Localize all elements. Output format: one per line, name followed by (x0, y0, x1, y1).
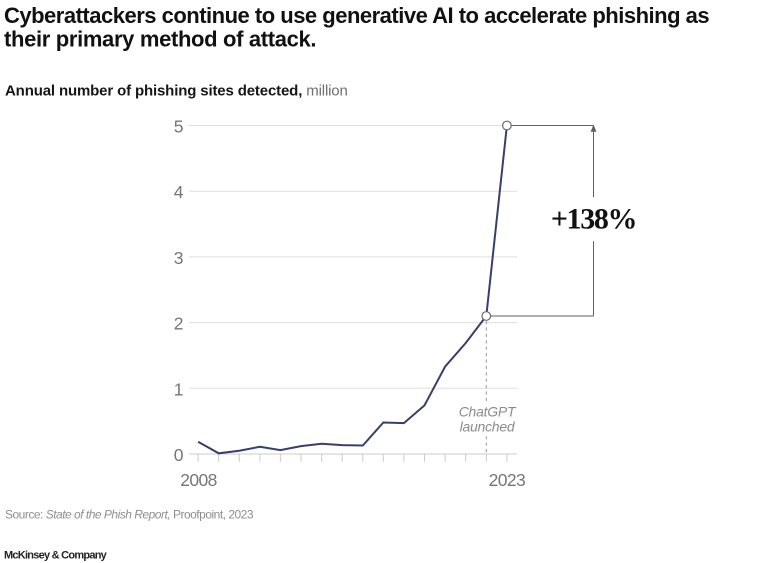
svg-text:3: 3 (174, 248, 184, 268)
svg-text:2: 2 (174, 314, 184, 334)
svg-text:2008: 2008 (180, 470, 217, 490)
svg-text:Annual number of phishing site: Annual number of phishing sites detected… (5, 82, 348, 99)
svg-text:their primary method of attack: their primary method of attack. (4, 27, 316, 52)
svg-text:4: 4 (174, 182, 184, 202)
svg-text:2023: 2023 (489, 470, 526, 490)
svg-text:McKinsey & Company: McKinsey & Company (4, 549, 108, 561)
svg-text:5: 5 (174, 117, 184, 137)
svg-text:+138%: +138% (551, 203, 636, 236)
svg-text:launched: launched (460, 419, 516, 435)
svg-text:1: 1 (174, 379, 184, 399)
svg-text:Source: State of the Phish Rep: Source: State of the Phish Report, Proof… (5, 507, 254, 521)
svg-text:0: 0 (174, 445, 184, 465)
svg-text:Cyberattackers continue to use: Cyberattackers continue to use generativ… (4, 3, 709, 28)
svg-text:ChatGPT: ChatGPT (459, 404, 517, 420)
